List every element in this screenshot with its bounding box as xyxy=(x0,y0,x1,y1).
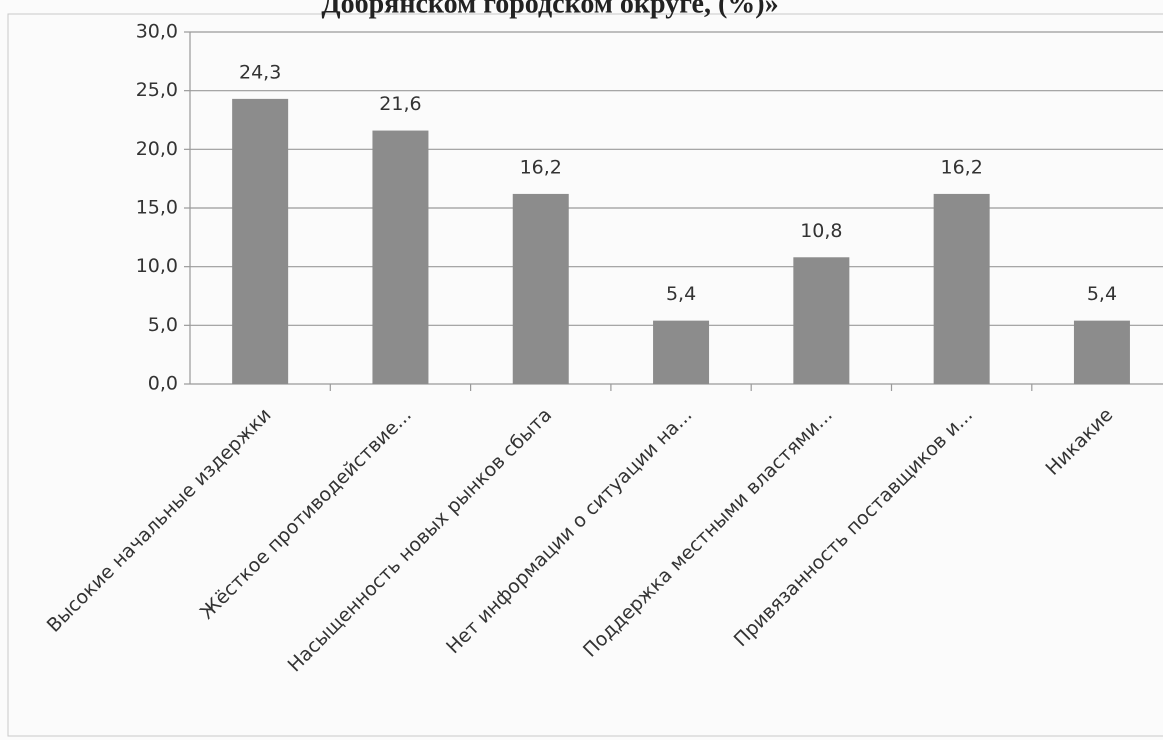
bar xyxy=(933,193,990,384)
bar xyxy=(372,130,429,384)
bar xyxy=(512,193,569,384)
chart-title: Добрянском городском округе, (%)» xyxy=(321,0,778,19)
chart-frame xyxy=(7,13,1163,737)
y-tick-label: 15,0 xyxy=(136,197,178,219)
bar xyxy=(653,320,710,384)
value-label: 10,8 xyxy=(800,220,842,242)
y-tick-label: 25,0 xyxy=(136,79,178,101)
y-tick-label: 20,0 xyxy=(136,138,178,160)
value-label: 21,6 xyxy=(379,93,421,115)
x-tick-label: Привязанность поставщиков и... xyxy=(730,404,977,651)
bar xyxy=(1073,320,1130,384)
y-tick-label: 30,0 xyxy=(136,21,178,43)
x-tick-label: Нет информации о ситуации на... xyxy=(442,404,696,658)
x-tick-label: Никакие xyxy=(1042,404,1118,480)
bar xyxy=(232,98,289,384)
y-tick-label: 5,0 xyxy=(148,314,178,336)
y-tick-label: 0,0 xyxy=(148,373,178,395)
value-label: 24,3 xyxy=(239,61,281,83)
value-label: 16,2 xyxy=(940,156,982,178)
x-tick-label: Насыщенность новых рынков сбыта xyxy=(284,404,557,677)
value-label: 16,2 xyxy=(520,156,562,178)
x-tick-label: Высокие начальные издержки xyxy=(43,404,276,637)
value-label: 5,4 xyxy=(666,283,696,305)
bar xyxy=(793,257,850,384)
value-label: 5,4 xyxy=(1087,283,1117,305)
y-tick-label: 10,0 xyxy=(136,255,178,277)
x-tick-label: Поддержка местными властями... xyxy=(579,404,837,662)
